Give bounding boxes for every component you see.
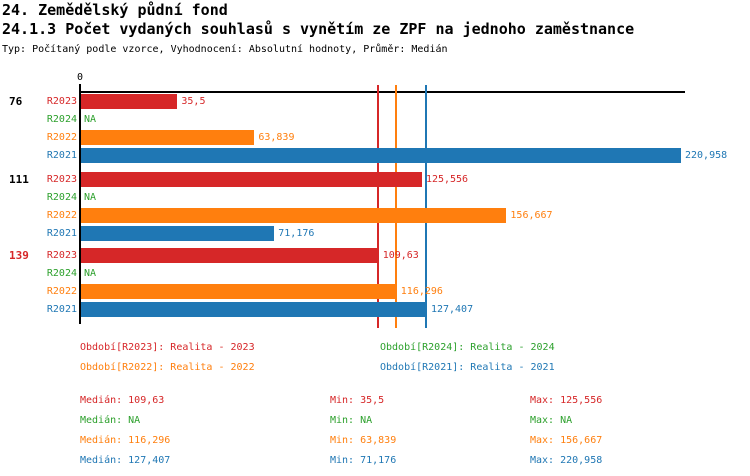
group-label-111: 111 bbox=[9, 172, 29, 186]
row-label-R2024: R2024 bbox=[46, 268, 77, 279]
bar-value-label-R2022-group-111: 156,667 bbox=[510, 209, 553, 221]
bar-value-label-R2023-group-76: 35,5 bbox=[181, 96, 206, 107]
bar-chart: 0 76 R2023 35,5 R2024 NA R2022 63,839 R2021 220,… bbox=[9, 72, 728, 328]
stat-min-R2022: Min: 63,839 bbox=[330, 435, 397, 446]
row-label-R2024: R2024 bbox=[46, 191, 77, 203]
bar-R2023-group-139 bbox=[81, 248, 379, 263]
bar-R2023-group-111 bbox=[81, 171, 422, 187]
bar-R2023-group-76 bbox=[81, 94, 178, 109]
bar-value-label-R2024-group-76: NA bbox=[84, 114, 97, 125]
row-label-R2023: R2023 bbox=[46, 173, 77, 185]
meta-info: Typ: Počítaný podle vzorce, Vyhodnocení:… bbox=[2, 44, 448, 55]
stat-max-R2024: Max: NA bbox=[530, 415, 573, 426]
page-subtitle: 24.1.3 Počet vydaných souhlasů s vynětím… bbox=[2, 20, 635, 38]
stat-median-R2023: Medián: 109,63 bbox=[80, 395, 165, 406]
row-label-R2021: R2021 bbox=[46, 227, 77, 239]
x-axis-line bbox=[80, 91, 685, 93]
stat-min-R2021: Min: 71,176 bbox=[330, 455, 397, 466]
bar-value-label-R2023-group-111: 125,556 bbox=[425, 173, 469, 185]
row-label-R2022: R2022 bbox=[46, 132, 77, 143]
bar-R2021-group-76 bbox=[81, 148, 681, 163]
stat-max-R2022: Max: 156,667 bbox=[530, 435, 603, 446]
bar-value-label-R2021-group-111: 71,176 bbox=[278, 227, 315, 239]
bar-value-label-R2022-group-76: 63,839 bbox=[258, 132, 295, 143]
row-label-R2023: R2023 bbox=[46, 250, 77, 261]
bar-value-label-R2024-group-111: NA bbox=[84, 191, 97, 203]
row-label-R2021: R2021 bbox=[46, 150, 77, 161]
bar-value-label-R2024-group-139: NA bbox=[84, 268, 97, 279]
median-line-R2023 bbox=[377, 85, 379, 328]
group-label-139: 139 bbox=[9, 249, 29, 262]
y-axis-line bbox=[79, 84, 81, 324]
bar-R2021-group-139 bbox=[81, 302, 427, 317]
row-label-R2023: R2023 bbox=[46, 96, 77, 107]
median-line-R2021 bbox=[425, 85, 427, 328]
x-axis-zero-tick-label: 0 bbox=[76, 72, 84, 83]
stat-min-R2023: Min: 35,5 bbox=[330, 395, 385, 406]
bar-value-label-R2021-group-76: 220,958 bbox=[685, 150, 728, 161]
bar-value-label-R2022-group-139: 116,296 bbox=[400, 286, 443, 297]
stat-min-R2024: Min: NA bbox=[330, 415, 373, 426]
bar-R2021-group-111 bbox=[81, 225, 275, 241]
bar-R2022-group-76 bbox=[81, 130, 255, 145]
stat-median-R2024: Medián: NA bbox=[80, 415, 141, 426]
median-line-R2022 bbox=[395, 85, 397, 328]
legend-item-R2022: Období[R2022]: Realita - 2022 bbox=[80, 362, 255, 373]
row-label-R2021: R2021 bbox=[46, 304, 77, 315]
legend-item-R2024: Období[R2024]: Realita - 2024 bbox=[380, 342, 555, 353]
bar-R2022-group-111 bbox=[81, 207, 507, 223]
row-label-R2022: R2022 bbox=[46, 209, 77, 221]
bar-R2022-group-139 bbox=[81, 284, 397, 299]
legend-item-R2021: Období[R2021]: Realita - 2021 bbox=[380, 362, 555, 373]
legend-item-R2023: Období[R2023]: Realita - 2023 bbox=[80, 342, 255, 353]
stat-max-R2023: Max: 125,556 bbox=[530, 395, 603, 406]
page-title: 24. Zemědělský půdní fond bbox=[2, 1, 228, 19]
stat-median-R2021: Medián: 127,407 bbox=[80, 455, 171, 466]
stat-max-R2021: Max: 220,958 bbox=[530, 455, 603, 466]
bar-value-label-R2021-group-139: 127,407 bbox=[430, 304, 474, 315]
row-label-R2024: R2024 bbox=[46, 114, 77, 125]
group-label-76: 76 bbox=[9, 95, 23, 108]
row-label-R2022: R2022 bbox=[46, 286, 77, 297]
stat-median-R2022: Medián: 116,296 bbox=[80, 435, 171, 446]
bar-value-label-R2023-group-139: 109,63 bbox=[382, 250, 419, 261]
